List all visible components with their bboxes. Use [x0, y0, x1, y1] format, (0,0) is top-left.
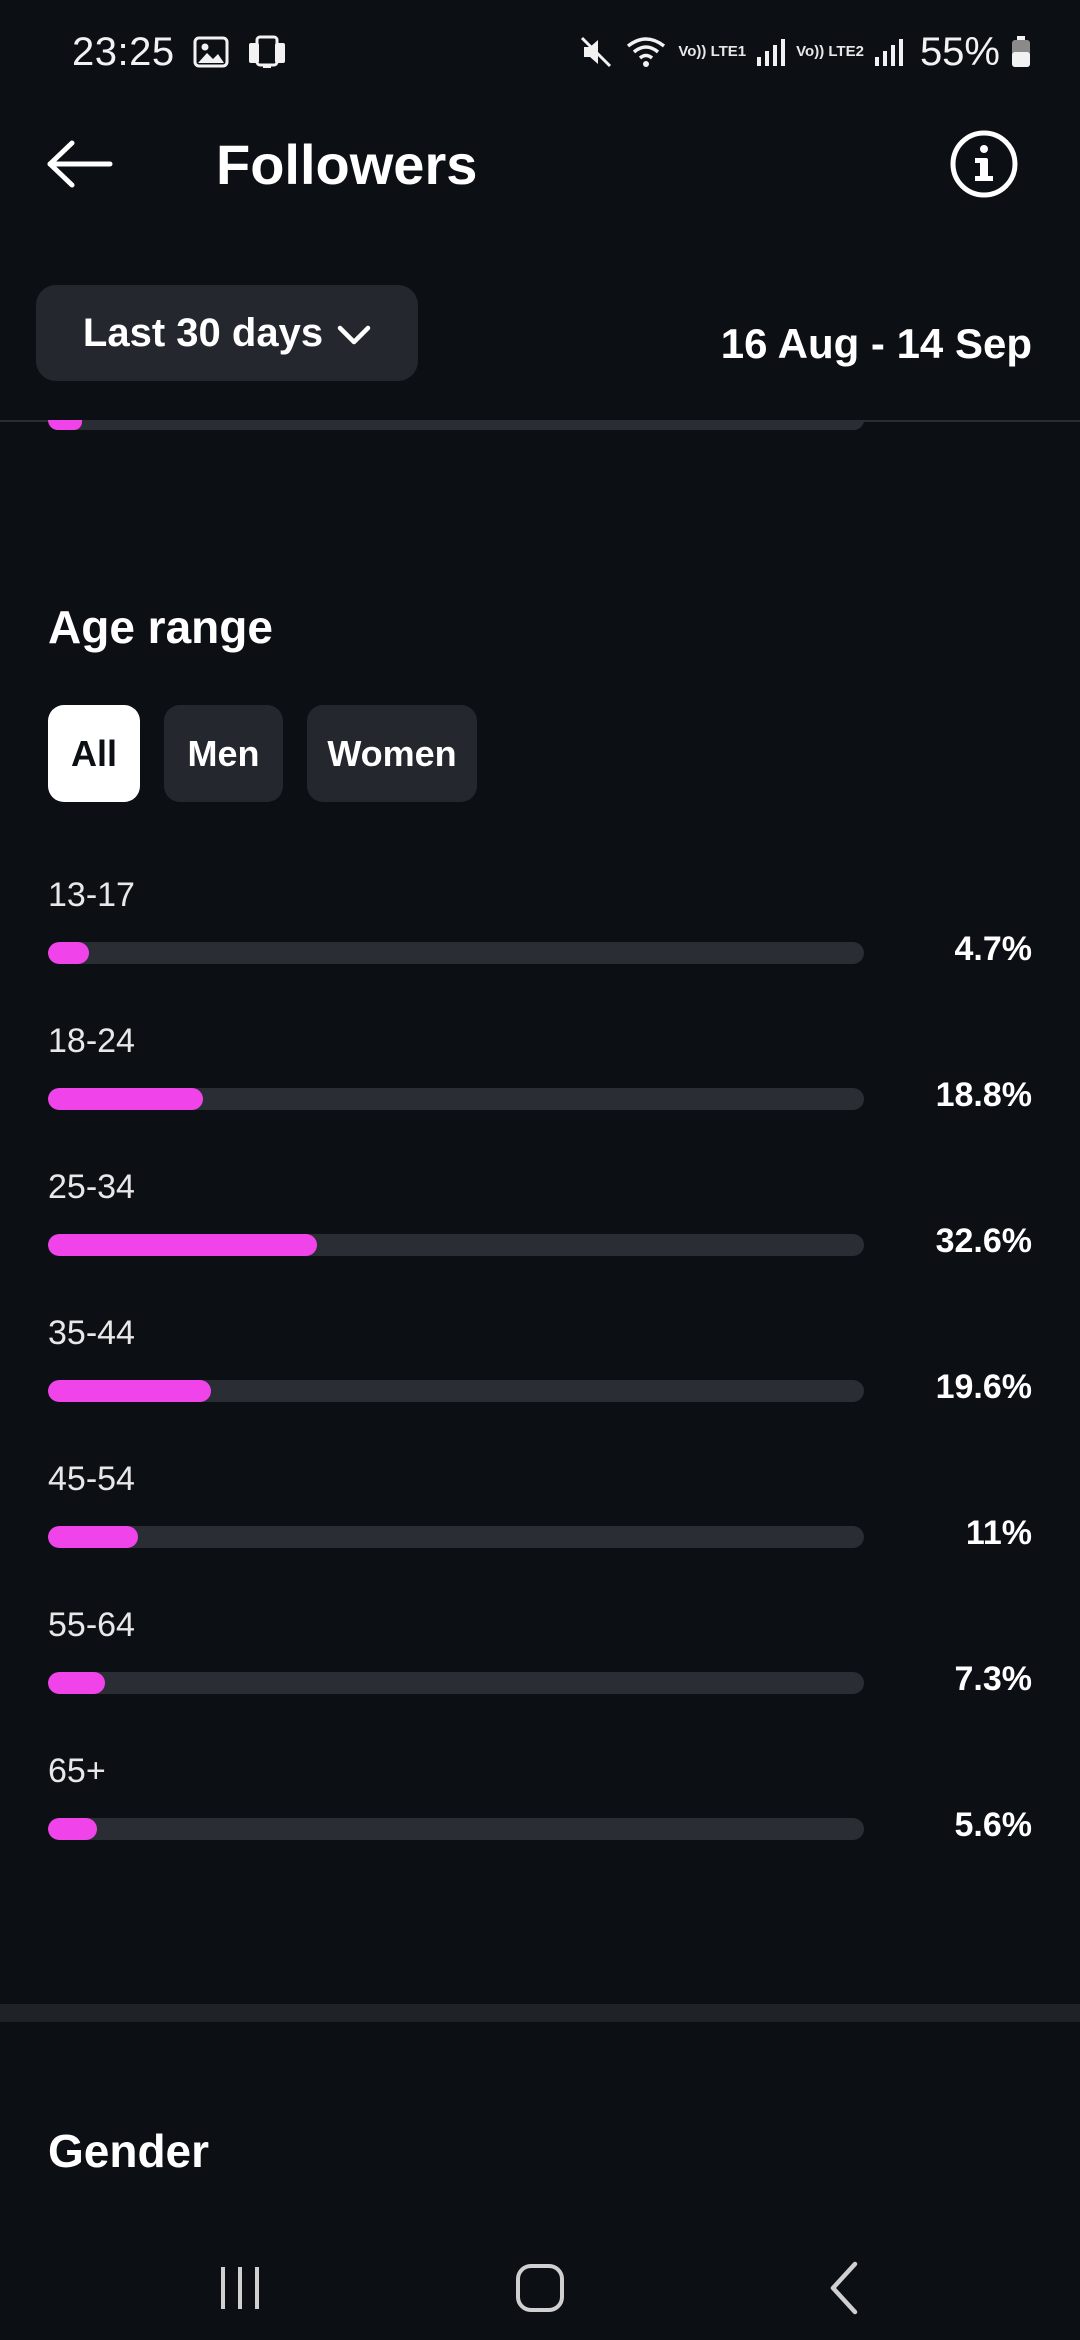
battery-icon: [1010, 35, 1032, 69]
age-row: 18-24 18.8%: [48, 1022, 1032, 1168]
recent-apps-button[interactable]: [190, 2240, 290, 2340]
date-range-dropdown-label: Last 30 days: [82, 310, 324, 355]
age-range-list: 13-17 4.7% 18-24 18.8% 25-34 32.6% 35-44…: [48, 876, 1032, 1898]
age-row: 25-34 32.6%: [48, 1168, 1032, 1314]
age-label: 55-64: [48, 1606, 135, 1644]
gender-title: Gender: [48, 2125, 210, 2177]
recent-apps-icon: [215, 2263, 265, 2318]
tab-men[interactable]: Men: [164, 705, 283, 802]
chevron-left-icon: [825, 2260, 865, 2321]
gender-filter-tabs: All Men Women: [48, 705, 477, 802]
age-row: 65+ 5.6%: [48, 1752, 1032, 1898]
age-bar-fill: [48, 1088, 204, 1110]
age-label: 35-44: [48, 1314, 135, 1352]
info-button[interactable]: [948, 128, 1020, 200]
age-bar-track: [48, 1088, 864, 1110]
age-label: 25-34: [48, 1168, 135, 1206]
page-title: Followers: [216, 133, 478, 196]
age-row: 35-44 19.6%: [48, 1314, 1032, 1460]
back-button[interactable]: [44, 138, 124, 194]
age-bar-track: [48, 942, 864, 964]
home-icon: [514, 2262, 566, 2319]
info-icon: [948, 130, 1020, 204]
partial-bar-fill: [48, 420, 82, 430]
age-bar-track: [48, 1526, 864, 1548]
status-left: 23:25: [72, 30, 287, 75]
age-percentage: 5.6%: [954, 1806, 1033, 1844]
nav-back-button[interactable]: [795, 2240, 895, 2340]
age-bar-fill: [48, 1818, 97, 1840]
section-divider: [0, 2004, 1080, 2022]
age-bar-fill: [48, 1526, 138, 1548]
age-bar-track: [48, 1672, 864, 1694]
age-range-title: Age range: [48, 601, 273, 653]
system-navigation-bar: [0, 2220, 1080, 2340]
age-percentage: 11%: [965, 1514, 1032, 1552]
age-bar-track: [48, 1818, 864, 1840]
age-label: 65+: [48, 1752, 106, 1790]
battery-percentage: 55%: [919, 29, 1000, 74]
tab-women[interactable]: Women: [307, 705, 477, 802]
filter-row: Last 30 days 16 Aug - 14 Sep: [0, 282, 1080, 392]
age-row: 45-54 11%: [48, 1460, 1032, 1606]
age-percentage: 32.6%: [935, 1222, 1032, 1260]
screen-mirror-icon: [247, 35, 287, 69]
wifi-icon: [624, 34, 668, 70]
chevron-down-icon: [337, 311, 371, 356]
signal-icon: [756, 37, 786, 67]
age-percentage: 7.3%: [954, 1660, 1033, 1698]
age-row: 55-64 7.3%: [48, 1606, 1032, 1752]
status-bar: 23:25: [0, 0, 1080, 104]
age-bar-track: [48, 1380, 864, 1402]
home-button[interactable]: [490, 2240, 590, 2340]
partial-bar-track: [48, 420, 864, 430]
age-row: 13-17 4.7%: [48, 876, 1032, 1022]
status-right: Vo)) LTE1 Vo)) LTE2 55%: [578, 30, 1032, 75]
age-bar-fill: [48, 1380, 212, 1402]
signal-icon: [874, 37, 904, 67]
age-percentage: 19.6%: [935, 1368, 1032, 1406]
mute-icon: [578, 34, 614, 70]
age-bar-fill: [48, 1234, 318, 1256]
age-percentage: 4.7%: [954, 930, 1033, 968]
sim2-lte-label: Vo)) LTE2: [796, 43, 864, 60]
age-label: 45-54: [48, 1460, 135, 1498]
arrow-left-icon: [44, 139, 114, 194]
gallery-icon: [193, 36, 229, 68]
sim1-lte-label: Vo)) LTE1: [678, 43, 747, 60]
tab-all[interactable]: All: [48, 705, 140, 802]
age-bar-fill: [48, 1672, 106, 1694]
age-percentage: 18.8%: [935, 1076, 1032, 1114]
app-header: Followers: [0, 110, 1080, 220]
age-bar-track: [48, 1234, 864, 1256]
status-time: 23:25: [72, 29, 175, 74]
age-label: 18-24: [48, 1022, 135, 1060]
age-label: 13-17: [48, 876, 135, 914]
age-bar-fill: [48, 942, 89, 964]
date-range-text: 16 Aug - 14 Sep: [720, 320, 1032, 367]
date-range-dropdown[interactable]: Last 30 days: [36, 285, 418, 381]
